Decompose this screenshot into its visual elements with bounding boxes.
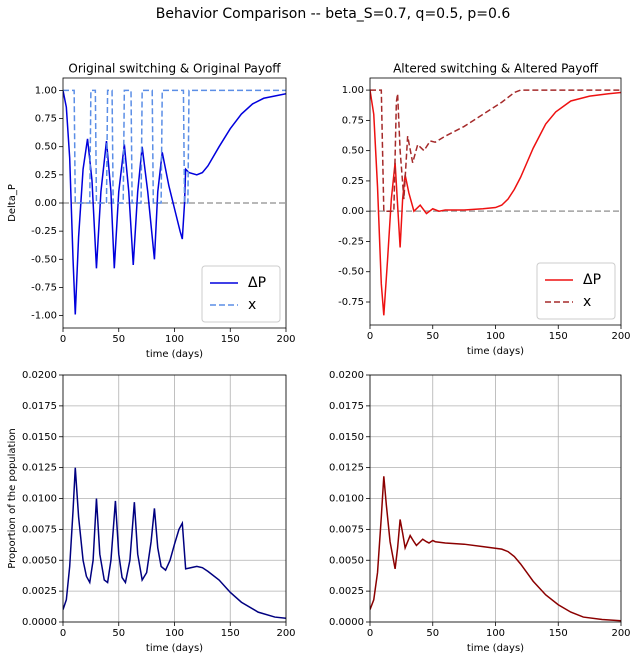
x-tick-label: 200 bbox=[276, 628, 295, 639]
y-tick-label: 0.0150 bbox=[22, 432, 57, 443]
legend-label: x bbox=[248, 297, 256, 313]
y-tick-label: 0.50 bbox=[342, 146, 364, 157]
legend-label: ΔP bbox=[583, 272, 601, 288]
y-tick-label: 0.0050 bbox=[22, 555, 57, 566]
y-tick-label: 0.0200 bbox=[329, 370, 364, 381]
x-tick-label: 50 bbox=[112, 628, 125, 639]
x-tick-label: 0 bbox=[60, 628, 66, 639]
plot-frame bbox=[62, 77, 287, 329]
chart-title: Altered switching & Altered Payoff bbox=[393, 62, 599, 76]
y-tick-label: 0.0200 bbox=[22, 370, 57, 381]
data-line bbox=[370, 89, 621, 212]
y-axis-label: Proportion of the population bbox=[7, 428, 18, 568]
y-tick-label: 0.00 bbox=[342, 206, 364, 217]
x-axis-label: time (days) bbox=[146, 643, 203, 654]
y-tick-label: 1.00 bbox=[35, 85, 57, 96]
data-line bbox=[63, 89, 286, 204]
x-tick-label: 100 bbox=[486, 628, 505, 639]
legend-box bbox=[201, 265, 281, 323]
legend-label: x bbox=[583, 294, 591, 310]
x-tick-label: 100 bbox=[486, 331, 505, 342]
y-tick-label: 0.75 bbox=[35, 114, 57, 125]
y-tick-label: 0.25 bbox=[342, 176, 364, 187]
y-tick-label: 0.75 bbox=[342, 115, 364, 126]
x-tick-label: 200 bbox=[611, 331, 630, 342]
plot-frame bbox=[369, 77, 622, 326]
legend-box bbox=[536, 262, 616, 320]
y-tick-label: -0.75 bbox=[338, 297, 364, 308]
x-tick-label: 0 bbox=[367, 628, 373, 639]
y-tick-label: -0.50 bbox=[31, 254, 57, 265]
x-tick-label: 200 bbox=[611, 628, 630, 639]
x-tick-label: 50 bbox=[112, 334, 125, 345]
data-line bbox=[63, 467, 286, 620]
x-tick-label: 200 bbox=[276, 334, 295, 345]
y-tick-label: -1.00 bbox=[31, 311, 57, 322]
x-tick-label: 50 bbox=[426, 628, 439, 639]
y-tick-label: 0.0150 bbox=[329, 432, 364, 443]
x-axis-label: time (days) bbox=[146, 349, 203, 360]
chart-title: Original switching & Original Payoff bbox=[68, 62, 281, 76]
y-tick-label: 0.0125 bbox=[22, 463, 57, 474]
y-tick-label: 0.0100 bbox=[329, 494, 364, 505]
y-tick-label: -0.75 bbox=[31, 282, 57, 293]
y-tick-label: 0.0000 bbox=[22, 617, 57, 628]
y-tick-label: 0.50 bbox=[35, 142, 57, 153]
y-tick-label: -0.25 bbox=[31, 226, 57, 237]
x-axis-label: time (days) bbox=[467, 643, 524, 654]
plot-frame bbox=[369, 374, 622, 623]
y-tick-label: 0.0025 bbox=[329, 586, 364, 597]
y-tick-label: 0.0125 bbox=[329, 463, 364, 474]
x-tick-label: 100 bbox=[165, 628, 184, 639]
y-tick-label: 0.25 bbox=[35, 170, 57, 181]
y-tick-label: -0.50 bbox=[338, 267, 364, 278]
x-axis-label: time (days) bbox=[467, 346, 524, 357]
y-axis-label: Delta_P bbox=[7, 184, 18, 222]
y-tick-label: 0.0075 bbox=[329, 524, 364, 535]
y-tick-label: 1.00 bbox=[342, 85, 364, 96]
data-line bbox=[63, 90, 286, 315]
x-tick-label: 0 bbox=[60, 334, 66, 345]
x-tick-label: 0 bbox=[367, 331, 373, 342]
plot-frame bbox=[62, 374, 287, 623]
y-tick-label: 0.00 bbox=[35, 198, 57, 209]
data-line bbox=[370, 476, 621, 622]
legend-label: ΔP bbox=[248, 275, 266, 291]
x-tick-label: 150 bbox=[549, 628, 568, 639]
y-tick-label: 0.0075 bbox=[22, 524, 57, 535]
y-tick-label: 0.0000 bbox=[329, 617, 364, 628]
x-tick-label: 150 bbox=[549, 331, 568, 342]
y-tick-label: 0.0050 bbox=[329, 555, 364, 566]
y-tick-label: 0.0025 bbox=[22, 586, 57, 597]
x-tick-label: 150 bbox=[221, 628, 240, 639]
x-tick-label: 50 bbox=[426, 331, 439, 342]
y-tick-label: 0.0100 bbox=[22, 494, 57, 505]
y-tick-label: 0.0175 bbox=[329, 401, 364, 412]
y-tick-label: 0.0175 bbox=[22, 401, 57, 412]
x-tick-label: 150 bbox=[221, 334, 240, 345]
data-line bbox=[370, 89, 621, 316]
y-tick-label: -0.25 bbox=[338, 236, 364, 247]
x-tick-label: 100 bbox=[165, 334, 184, 345]
figure-title: Behavior Comparison -- beta_S=0.7, q=0.5… bbox=[156, 6, 511, 22]
